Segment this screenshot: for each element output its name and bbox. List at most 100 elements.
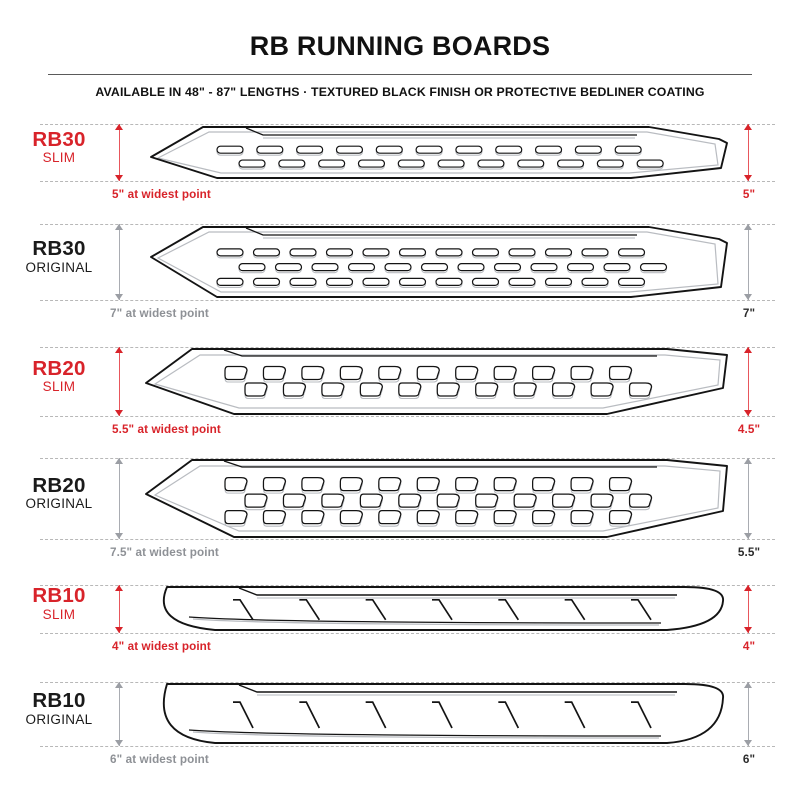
board-profile-pill [150,126,728,179]
width-note-left: 7.5" at widest point [110,546,219,559]
model-variant: SLIM [42,379,76,395]
arrow-head-up [744,124,752,130]
arrow-head-up [744,682,752,688]
arrow-shaft [119,224,121,300]
arrow-head-down [115,175,123,181]
model-name: RB20 [32,356,86,380]
arrow-head-down [115,627,123,633]
guide-line-bottom [40,633,775,634]
arrow-head-up [115,458,123,464]
model-label-block: RB30 SLIM [0,127,118,167]
model-label-block: RB10 SLIM [0,585,118,623]
guide-line-bottom [40,300,775,301]
guide-line-bottom [40,539,775,540]
height-dimension-right: 4.5" [737,423,761,436]
height-dimension-right: 5.5" [737,546,761,559]
model-name: RB30 [32,237,86,260]
width-note-left: 5" at widest point [112,188,211,201]
arrow-head-up [744,585,752,591]
board-profile-dshape [145,459,728,538]
arrow-shaft [119,458,121,539]
height-dimension-right: 7" [742,307,756,320]
board-profile-slash [162,683,724,744]
arrow-head-up [115,124,123,130]
model-variant: ORIGINAL [25,496,93,512]
arrow-head-up [115,347,123,353]
dimension-arrow-right [742,347,755,416]
arrow-shaft [748,682,750,746]
height-dimension-right: 5" [742,188,756,201]
guide-line-top [40,224,775,225]
guide-line-bottom [40,416,775,417]
arrow-head-down [744,294,752,300]
arrow-shaft [748,224,750,300]
arrow-shaft [748,347,750,416]
width-note-left: 7" at widest point [110,307,209,320]
dimension-arrow-left [113,347,126,416]
width-note-left: 6" at widest point [110,753,209,766]
arrow-head-up [115,224,123,230]
running-board-illustration [140,455,733,542]
arrow-head-down [744,740,752,746]
guide-line-bottom [40,181,775,182]
guide-line-top [40,347,775,348]
dimension-arrow-right [742,458,755,539]
dimension-arrow-left [113,585,126,633]
running-board-illustration [145,121,733,184]
dimension-arrow-left [113,458,126,539]
arrow-shaft [119,682,121,746]
arrow-head-down [744,410,752,416]
running-board-illustration [145,679,733,749]
dimension-arrow-right [742,682,755,746]
dimension-arrow-left [113,124,126,181]
model-label-block: RB20 ORIGINAL [0,473,118,513]
arrow-head-down [744,627,752,633]
guide-line-top [40,585,775,586]
model-name: RB10 [32,584,86,607]
header-divider [48,74,752,75]
arrow-shaft [119,347,121,416]
board-profile-dshape [145,348,728,415]
arrow-head-up [744,224,752,230]
arrow-head-down [744,533,752,539]
header-subtitle: AVAILABLE IN 48" - 87" LENGTHS · TEXTURE… [95,85,705,99]
model-variant: SLIM [42,606,76,622]
page-title: RB RUNNING BOARDS [249,31,551,61]
model-name: RB10 [32,689,86,712]
model-variant: ORIGINAL [25,711,93,727]
dimension-arrow-right [742,585,755,633]
arrow-head-down [115,740,123,746]
width-note-left: 4" at widest point [112,640,211,653]
running-board-illustration [145,582,733,636]
model-label-block: RB30 ORIGINAL [0,238,118,276]
model-name: RB30 [32,127,86,151]
guide-line-top [40,124,775,125]
height-dimension-right: 6" [742,753,756,766]
arrow-head-up [115,682,123,688]
arrow-head-down [115,294,123,300]
page-header: RB RUNNING BOARDS AVAILABLE IN 48" - 87"… [0,0,800,99]
arrow-head-up [115,585,123,591]
guide-line-top [40,458,775,459]
arrow-shaft [748,458,750,539]
model-variant: ORIGINAL [25,259,93,275]
arrow-head-up [744,458,752,464]
dimension-arrow-left [113,224,126,300]
arrow-shaft [748,585,750,633]
dimension-arrow-right [742,224,755,300]
arrow-shaft [119,124,121,181]
guide-line-bottom [40,746,775,747]
model-variant: SLIM [42,150,76,166]
model-label-block: RB10 ORIGINAL [0,690,118,728]
model-name: RB20 [32,473,86,497]
arrow-head-down [744,175,752,181]
arrow-head-down [115,410,123,416]
guide-line-top [40,682,775,683]
arrow-shaft [119,585,121,633]
